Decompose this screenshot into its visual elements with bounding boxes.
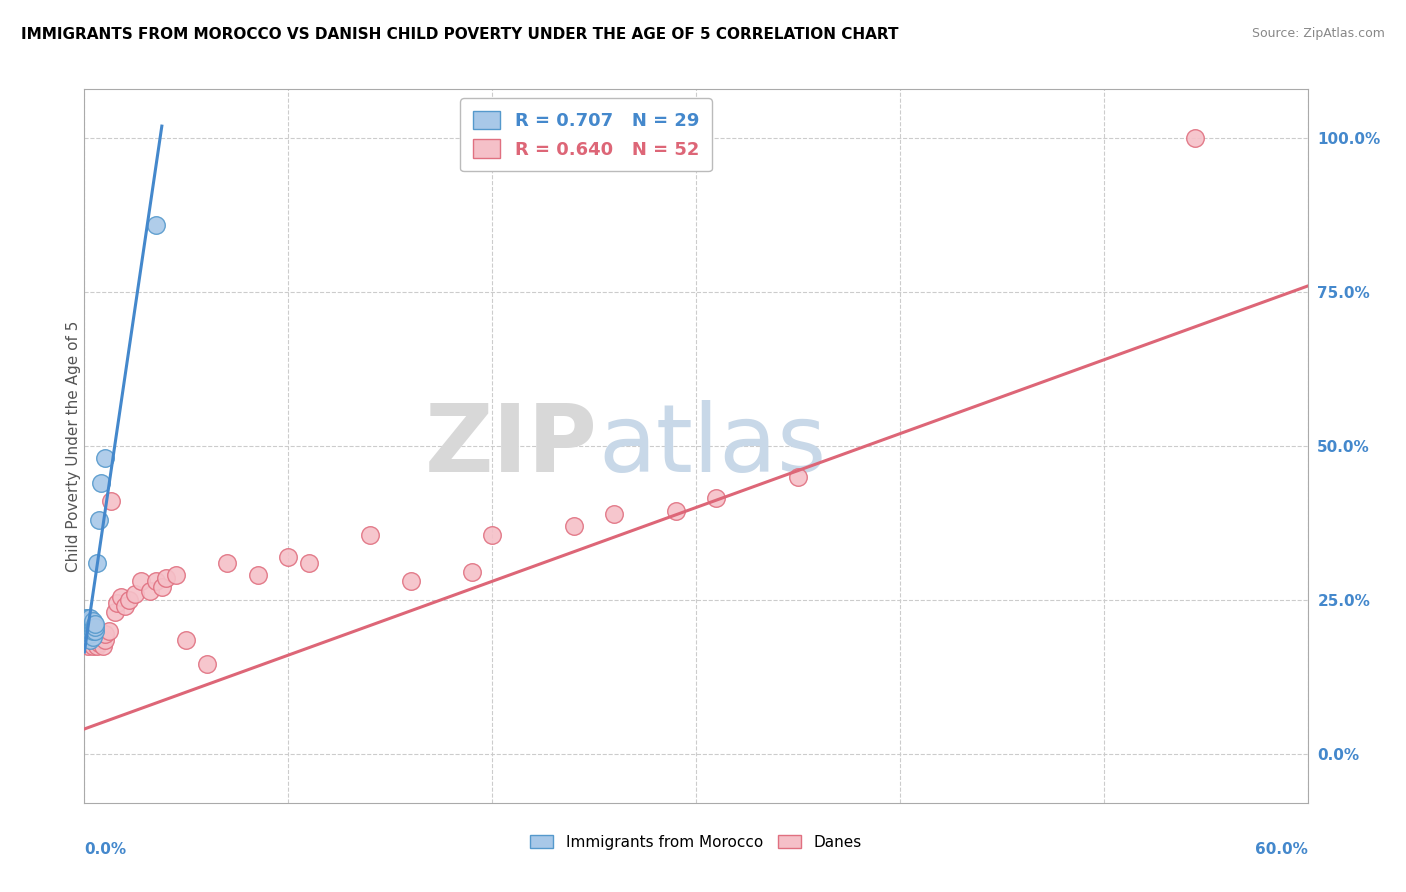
Point <box>82 626 104 640</box>
Point <box>97 624 120 638</box>
Point <box>481 528 503 542</box>
Text: Source: ZipAtlas.com: Source: ZipAtlas.com <box>1251 27 1385 40</box>
Point <box>90 632 112 647</box>
Point <box>93 632 117 647</box>
Point <box>82 620 104 634</box>
Point <box>75 611 97 625</box>
Point <box>77 630 100 644</box>
Point <box>79 626 101 640</box>
Point <box>75 615 97 629</box>
Point <box>86 556 108 570</box>
Point <box>83 624 105 638</box>
Point <box>86 632 108 647</box>
Point <box>79 615 101 629</box>
Point <box>75 624 97 638</box>
Point <box>145 218 167 232</box>
Point <box>79 636 101 650</box>
Text: 60.0%: 60.0% <box>1254 842 1308 857</box>
Point <box>110 590 132 604</box>
Point <box>77 611 100 625</box>
Point <box>124 587 146 601</box>
Point <box>461 565 484 579</box>
Point <box>118 592 141 607</box>
Y-axis label: Child Poverty Under the Age of 5: Child Poverty Under the Age of 5 <box>66 320 80 572</box>
Point <box>87 630 110 644</box>
Point <box>277 549 299 564</box>
Point <box>114 599 136 613</box>
Point <box>603 507 626 521</box>
Point <box>195 657 218 672</box>
Point <box>105 596 128 610</box>
Point <box>176 632 198 647</box>
Point <box>82 630 104 644</box>
Point <box>150 581 173 595</box>
Text: ZIP: ZIP <box>425 400 598 492</box>
Point <box>83 630 105 644</box>
Point <box>104 605 127 619</box>
Point <box>83 636 105 650</box>
Point <box>82 624 104 638</box>
Point <box>77 639 100 653</box>
Point <box>87 513 110 527</box>
Point <box>77 624 100 638</box>
Point <box>75 636 97 650</box>
Point <box>246 568 269 582</box>
Point <box>79 620 101 634</box>
Point <box>562 519 585 533</box>
Text: 0.0%: 0.0% <box>84 842 127 857</box>
Point <box>665 503 688 517</box>
Point <box>706 491 728 506</box>
Point <box>79 632 101 647</box>
Point <box>75 626 97 640</box>
Point <box>82 632 104 647</box>
Point <box>145 574 167 589</box>
Point <box>155 571 177 585</box>
Point <box>79 617 101 632</box>
Point <box>77 615 100 629</box>
Point <box>298 556 321 570</box>
Point <box>77 626 100 640</box>
Text: atlas: atlas <box>598 400 827 492</box>
Point <box>79 624 101 638</box>
Point <box>87 636 110 650</box>
Point <box>91 639 114 653</box>
Point <box>86 639 108 653</box>
Point <box>100 494 122 508</box>
Point <box>787 469 810 483</box>
Point <box>83 617 105 632</box>
Point <box>93 626 117 640</box>
Point <box>79 630 101 644</box>
Point <box>131 574 153 589</box>
Point <box>399 574 422 589</box>
Point <box>75 630 97 644</box>
Point <box>138 583 160 598</box>
Point <box>82 639 104 653</box>
Point <box>77 632 100 647</box>
Point <box>90 475 112 490</box>
Point <box>165 568 187 582</box>
Point <box>82 617 104 632</box>
Point <box>79 611 101 625</box>
Text: IMMIGRANTS FROM MOROCCO VS DANISH CHILD POVERTY UNDER THE AGE OF 5 CORRELATION C: IMMIGRANTS FROM MOROCCO VS DANISH CHILD … <box>21 27 898 42</box>
Point <box>1184 131 1206 145</box>
Point <box>79 624 101 638</box>
Point <box>75 620 97 634</box>
Point <box>83 620 105 634</box>
Point <box>359 528 381 542</box>
Point <box>93 451 117 466</box>
Legend: Immigrants from Morocco, Danes: Immigrants from Morocco, Danes <box>524 829 868 855</box>
Point <box>82 615 104 629</box>
Point <box>217 556 239 570</box>
Point <box>77 617 100 632</box>
